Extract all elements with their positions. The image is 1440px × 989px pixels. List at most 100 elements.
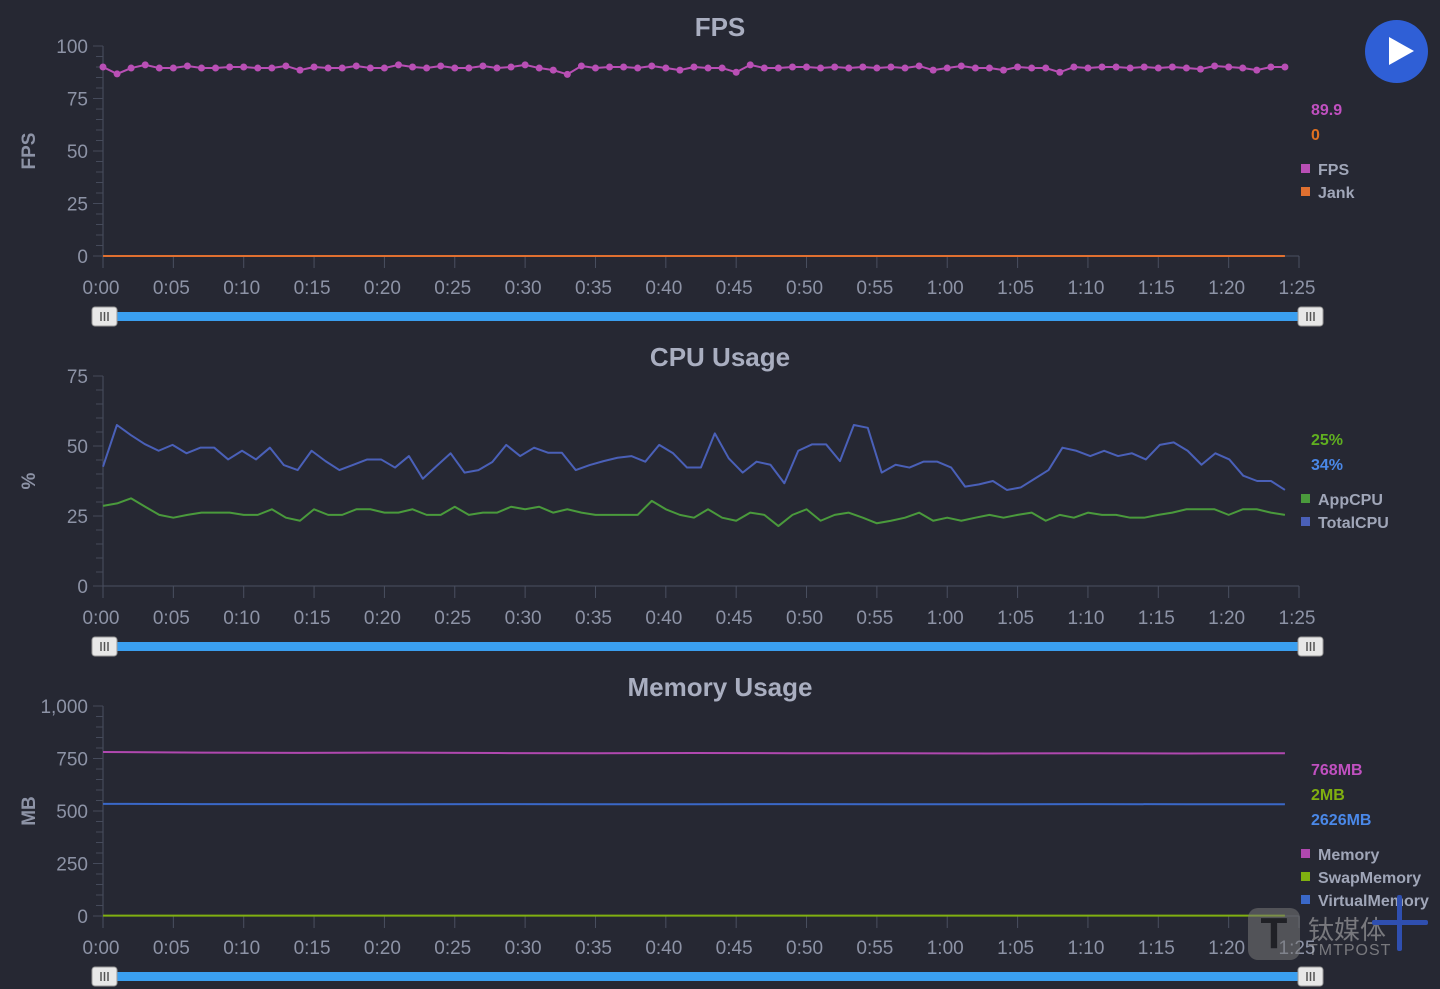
x-tick-label: 0:35 bbox=[575, 278, 612, 299]
range-slider-track[interactable] bbox=[112, 642, 1302, 651]
data-point-fps bbox=[268, 64, 276, 72]
x-tick-label: 1:15 bbox=[1138, 938, 1175, 959]
y-axis-label: % bbox=[19, 472, 40, 489]
x-tick-label: 1:10 bbox=[1067, 938, 1104, 959]
x-tick-label: 1:25 bbox=[1279, 278, 1316, 299]
data-point-fps bbox=[957, 62, 965, 70]
x-tick-label: 1:20 bbox=[1208, 278, 1245, 299]
legend-swatch[interactable] bbox=[1301, 895, 1310, 904]
data-point-fps bbox=[324, 64, 332, 72]
legend-item-jank[interactable]: Jank bbox=[1318, 185, 1355, 202]
legend-swatch[interactable] bbox=[1301, 517, 1310, 526]
y-tick-label: 100 bbox=[56, 37, 88, 58]
y-tick-label: 75 bbox=[67, 90, 88, 111]
chart-title: FPS bbox=[695, 12, 746, 42]
data-point-fps bbox=[535, 64, 543, 72]
data-point-fps bbox=[676, 66, 684, 74]
x-tick-label: 1:15 bbox=[1138, 278, 1175, 299]
legend-item-memory[interactable]: Memory bbox=[1318, 847, 1379, 864]
data-point-fps bbox=[155, 64, 163, 72]
data-point-fps bbox=[1000, 66, 1008, 74]
x-tick-label: 1:10 bbox=[1067, 608, 1104, 629]
current-value: 768MB bbox=[1311, 762, 1363, 779]
data-point-fps bbox=[169, 64, 177, 72]
data-point-fps bbox=[1267, 63, 1275, 71]
y-tick-label: 25 bbox=[67, 195, 88, 216]
data-point-fps bbox=[1126, 64, 1134, 72]
legend-swatch[interactable] bbox=[1301, 849, 1310, 858]
data-point-fps bbox=[901, 64, 909, 72]
data-point-fps bbox=[99, 63, 107, 71]
x-tick-label: 1:20 bbox=[1208, 608, 1245, 629]
data-point-fps bbox=[226, 63, 234, 71]
data-point-fps bbox=[183, 62, 191, 70]
data-point-fps bbox=[887, 63, 895, 71]
data-point-fps bbox=[1070, 63, 1078, 71]
x-tick-label: 0:30 bbox=[505, 938, 542, 959]
x-tick-label: 0:45 bbox=[716, 278, 753, 299]
x-tick-label: 0:00 bbox=[83, 938, 120, 959]
plus-icon[interactable] bbox=[1372, 895, 1428, 951]
x-tick-label: 0:00 bbox=[83, 608, 120, 629]
data-point-fps bbox=[1211, 62, 1219, 70]
data-point-fps bbox=[282, 62, 290, 70]
data-point-fps bbox=[704, 64, 712, 72]
data-point-fps bbox=[732, 68, 740, 76]
legend-item-swapmemory[interactable]: SwapMemory bbox=[1318, 870, 1421, 887]
x-tick-label: 0:10 bbox=[223, 278, 260, 299]
data-point-fps bbox=[591, 64, 599, 72]
data-point-fps bbox=[1140, 63, 1148, 71]
x-tick-label: 1:25 bbox=[1279, 608, 1316, 629]
range-slider-track[interactable] bbox=[112, 972, 1302, 981]
data-point-fps bbox=[549, 66, 557, 74]
x-tick-label: 0:55 bbox=[856, 278, 893, 299]
data-point-fps bbox=[1225, 63, 1233, 71]
range-slider-track[interactable] bbox=[112, 312, 1302, 321]
legend-swatch[interactable] bbox=[1301, 187, 1310, 196]
data-point-fps bbox=[240, 63, 248, 71]
y-tick-label: 500 bbox=[56, 802, 88, 823]
data-point-fps bbox=[1197, 65, 1205, 73]
legend-item-fps[interactable]: FPS bbox=[1318, 162, 1349, 179]
current-value: 0 bbox=[1311, 127, 1320, 144]
x-tick-label: 0:50 bbox=[786, 608, 823, 629]
x-tick-label: 0:55 bbox=[856, 608, 893, 629]
current-value: 2626MB bbox=[1311, 812, 1371, 829]
legend-swatch[interactable] bbox=[1301, 872, 1310, 881]
x-tick-label: 0:15 bbox=[294, 278, 331, 299]
x-tick-label: 1:05 bbox=[997, 278, 1034, 299]
data-point-fps bbox=[873, 64, 881, 72]
data-point-fps bbox=[1239, 64, 1247, 72]
x-tick-label: 0:40 bbox=[645, 608, 682, 629]
data-point-fps bbox=[606, 63, 614, 71]
data-point-fps bbox=[1098, 63, 1106, 71]
play-button[interactable] bbox=[1365, 20, 1428, 83]
series-line-appcpu bbox=[102, 497, 1286, 528]
data-point-fps bbox=[507, 63, 515, 71]
data-point-fps bbox=[1168, 63, 1176, 71]
y-axis-label: FPS bbox=[19, 133, 40, 170]
legend-swatch[interactable] bbox=[1301, 164, 1310, 173]
x-tick-label: 0:05 bbox=[153, 938, 190, 959]
series-line-memory bbox=[102, 750, 1285, 755]
data-point-fps bbox=[394, 61, 402, 69]
legend-swatch[interactable] bbox=[1301, 494, 1310, 503]
y-axis-label: MB bbox=[19, 796, 40, 826]
data-point-fps bbox=[746, 61, 754, 69]
data-point-fps bbox=[113, 70, 121, 78]
data-point-fps bbox=[1154, 64, 1162, 72]
x-tick-label: 0:15 bbox=[294, 608, 331, 629]
data-point-fps bbox=[254, 64, 262, 72]
data-point-fps bbox=[1084, 64, 1092, 72]
legend-item-appcpu[interactable]: AppCPU bbox=[1318, 492, 1383, 509]
legend-item-totalcpu[interactable]: TotalCPU bbox=[1318, 515, 1389, 532]
data-point-fps bbox=[493, 64, 501, 72]
data-point-fps bbox=[915, 62, 923, 70]
x-tick-label: 0:25 bbox=[434, 938, 471, 959]
y-tick-label: 50 bbox=[67, 142, 88, 163]
x-tick-label: 0:10 bbox=[223, 938, 260, 959]
x-tick-label: 0:20 bbox=[364, 938, 401, 959]
data-point-fps bbox=[817, 64, 825, 72]
data-point-fps bbox=[845, 64, 853, 72]
